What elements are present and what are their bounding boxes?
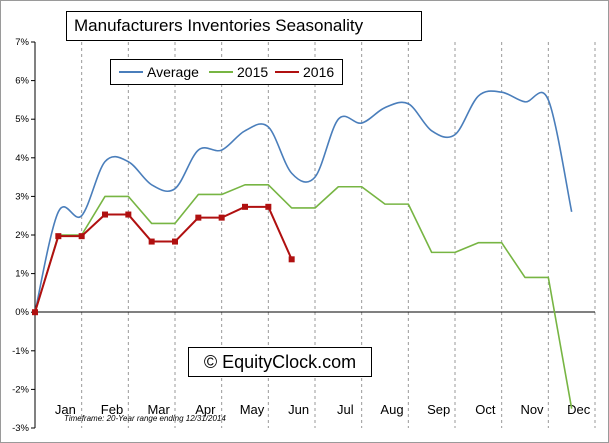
- y-tick-label-4: 3%: [15, 191, 29, 202]
- legend: Average 2015 2016: [110, 59, 343, 85]
- data-point-2016-7: [195, 214, 202, 221]
- series-line-average: [34, 90, 573, 313]
- data-point-2016-3: [102, 211, 108, 218]
- data-point-2016-8: [218, 214, 225, 221]
- data-point-2016-10: [265, 203, 272, 210]
- x-tick-label-mar: Mar: [147, 402, 170, 417]
- y-tick-label-6: 1%: [15, 269, 29, 280]
- data-point-2016-5: [148, 238, 155, 245]
- y-tick-label-0: 7%: [15, 37, 29, 48]
- y-tick-label-10: -3%: [12, 423, 29, 434]
- data-point-2016-4: [125, 211, 132, 218]
- series-lines: [34, 90, 573, 409]
- y-tick-label-8: -1%: [12, 346, 29, 357]
- data-point-2016-2: [78, 233, 85, 240]
- series-line-2015: [34, 184, 573, 409]
- data-point-2016-0: [32, 309, 38, 316]
- x-tick-label-oct: Oct: [475, 402, 496, 417]
- data-point-2016-9: [242, 203, 248, 210]
- legend-swatch-2016: [275, 71, 299, 73]
- y-tick-label-2: 5%: [15, 114, 29, 125]
- legend-swatch-average: [119, 71, 143, 73]
- y-tick-label-3: 4%: [15, 153, 29, 164]
- x-tick-label-nov: Nov: [520, 402, 544, 417]
- legend-label-2015: 2015: [237, 64, 269, 80]
- legend-swatch-2015: [209, 71, 233, 73]
- series-markers: [32, 203, 295, 316]
- x-tick-label-apr: Apr: [195, 402, 216, 417]
- data-point-2016-6: [172, 238, 178, 245]
- x-tick-label-jun: Jun: [288, 402, 309, 417]
- x-tick-label-may: May: [240, 402, 265, 417]
- y-tick-label-1: 6%: [15, 76, 29, 87]
- y-tick-label-9: -2%: [12, 384, 29, 395]
- x-tick-label-jul: Jul: [337, 402, 354, 417]
- legend-label-2016: 2016: [303, 64, 335, 80]
- axes: [31, 41, 595, 429]
- chart-title: Manufacturers Inventories Seasonality: [66, 11, 422, 41]
- series-line-2016: [34, 205, 293, 313]
- data-point-2016-1: [55, 233, 62, 240]
- x-tick-label-feb: Feb: [101, 402, 123, 417]
- x-tick-label-sep: Sep: [427, 402, 450, 417]
- legend-label-average: Average: [147, 64, 199, 80]
- x-tick-label-dec: Dec: [567, 402, 591, 417]
- data-point-2016-11: [288, 256, 295, 263]
- y-tick-label-5: 2%: [15, 230, 29, 241]
- timeframe-note: Timeframe: 20-Year range ending 12/31/20…: [64, 414, 226, 423]
- x-tick-label-jan: Jan: [55, 402, 76, 417]
- watermark: © EquityClock.com: [188, 347, 372, 377]
- x-tick-label-aug: Aug: [380, 402, 403, 417]
- tick-labels: 7% 6% 5% 4% 3% 2% 1% 0% -1% -2% -3% Jan Feb Mar Apr May…: [12, 37, 591, 434]
- y-tick-label-7: 0%: [15, 307, 29, 318]
